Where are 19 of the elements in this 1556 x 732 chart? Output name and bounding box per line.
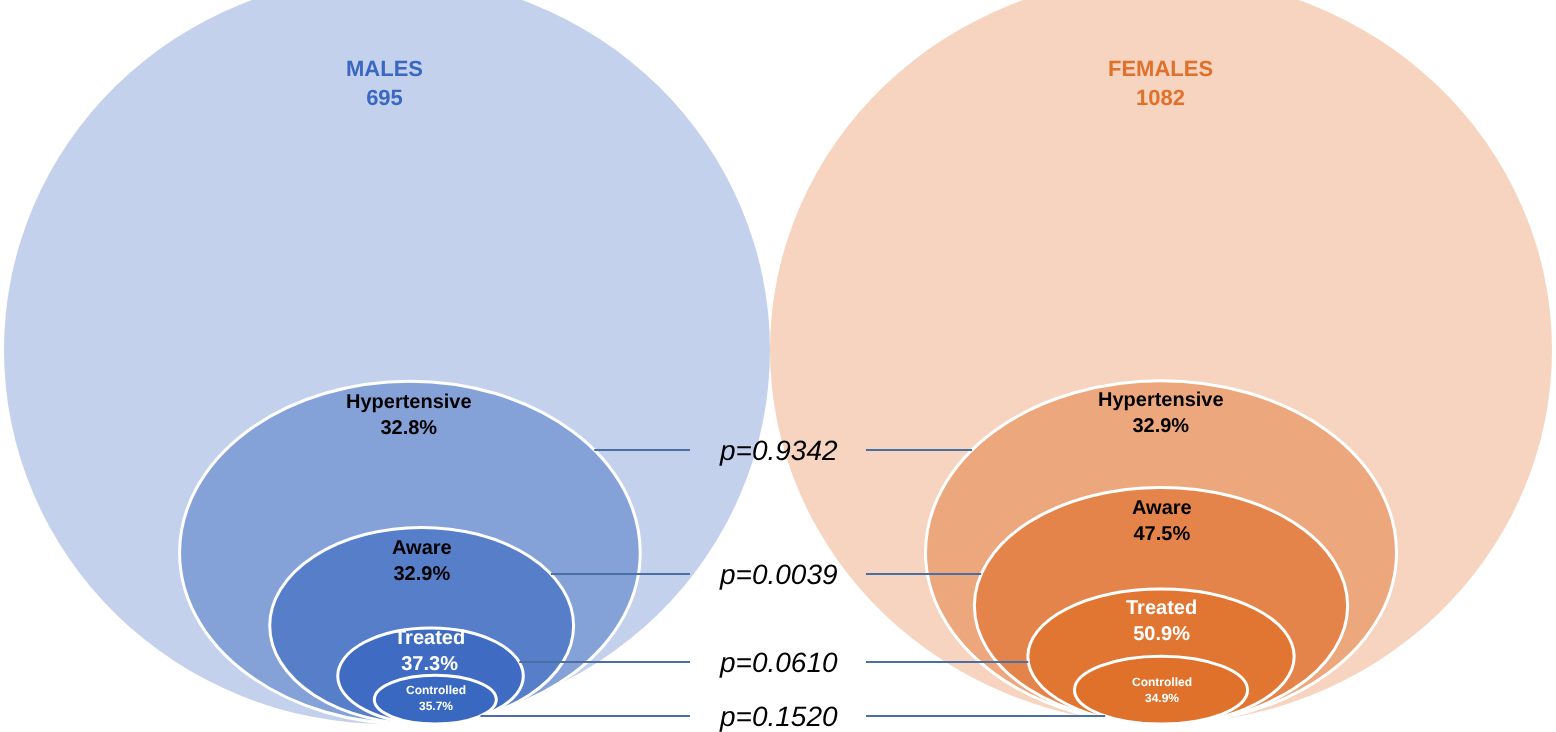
text: MALES	[346, 58, 423, 82]
text: FEMALES	[1108, 58, 1214, 82]
text: 695	[366, 86, 403, 111]
data-label: 47.5%	[1133, 524, 1191, 546]
data-label: 32.8%	[380, 418, 438, 440]
data-label: 32.9%	[1132, 416, 1190, 438]
data-label: 32.9%	[393, 564, 451, 586]
category-label: Treated	[1126, 598, 1198, 620]
text: 1082	[1136, 86, 1186, 111]
text: p=0.9342	[718, 434, 838, 466]
category-label: Hypertensive	[346, 392, 473, 414]
text: p=0.0610	[718, 646, 838, 678]
data-label: 50.9%	[1133, 624, 1191, 646]
text: p=0.0039	[718, 558, 838, 590]
category-label: Aware	[392, 538, 453, 560]
category-label: Hypertensive	[1098, 390, 1224, 412]
category-label: Aware	[1132, 498, 1192, 520]
text: p=0.1520	[718, 700, 838, 732]
data-label: 37.3%	[401, 654, 459, 676]
